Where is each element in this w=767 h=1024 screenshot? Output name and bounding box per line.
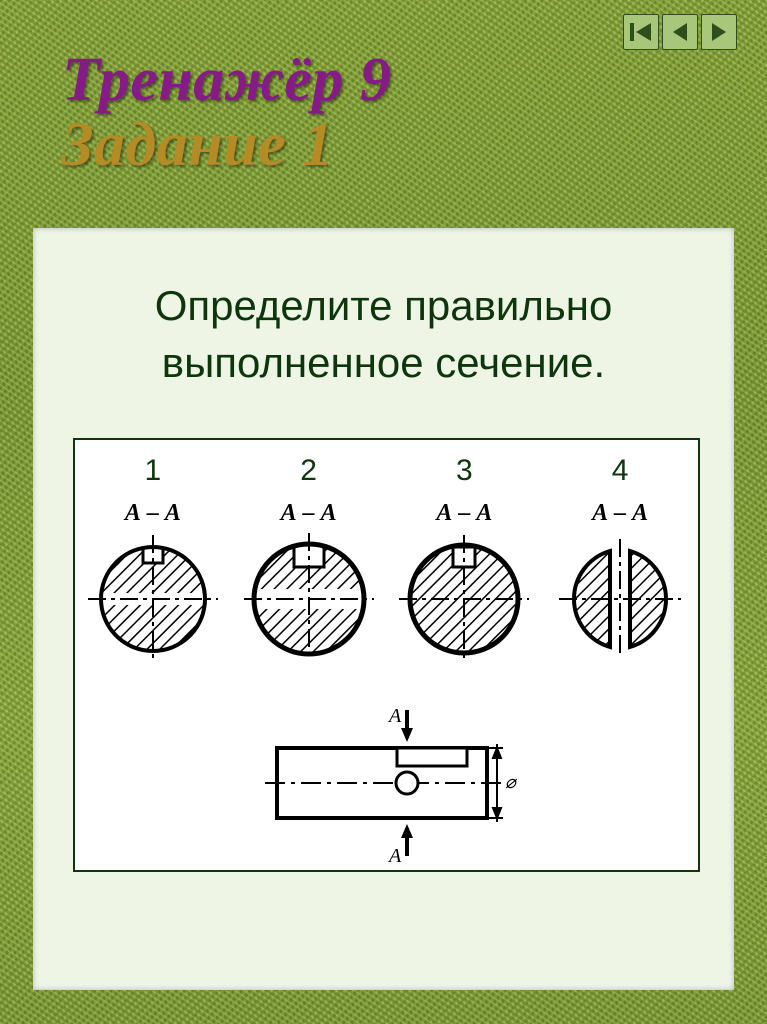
section-label: А – А — [281, 500, 337, 527]
section-views-row: А – А А – А — [75, 500, 698, 659]
option-number: 2 — [231, 454, 387, 488]
skip-back-icon — [629, 22, 653, 42]
section-label: А – А — [436, 500, 492, 527]
instruction-line-1: Определите правильно — [155, 282, 613, 329]
instruction-text: Определите правильно выполненное сечение… — [0, 278, 767, 391]
section-drawing-4 — [555, 529, 685, 659]
option-number: 1 — [75, 454, 231, 488]
nav-first-button[interactable] — [623, 14, 659, 50]
section-option-3[interactable]: А – А — [387, 500, 543, 659]
nav-next-button[interactable] — [701, 14, 737, 50]
nav-buttons — [623, 14, 737, 50]
nav-prev-button[interactable] — [662, 14, 698, 50]
section-option-2[interactable]: А – А — [231, 500, 387, 659]
svg-text:⌀: ⌀ — [505, 772, 517, 792]
chevron-left-icon — [670, 22, 690, 42]
section-drawing-3 — [399, 529, 529, 659]
section-label: А – А — [125, 500, 181, 527]
diagram-box: 1 2 3 4 А – А — [73, 438, 700, 872]
section-option-1[interactable]: А – А — [75, 500, 231, 659]
svg-text:A: A — [387, 845, 402, 867]
instruction-line-2: выполненное сечение. — [162, 339, 605, 386]
slide-title: Тренажёр 9 Задание 1 — [62, 48, 391, 178]
chevron-right-icon — [709, 22, 729, 42]
svg-text:A: A — [387, 705, 402, 727]
section-drawing-2 — [244, 529, 374, 659]
section-option-4[interactable]: А – А — [542, 500, 698, 659]
option-number: 3 — [387, 454, 543, 488]
title-line-2: Задание 1 — [62, 113, 391, 178]
side-view-drawing: A ⌀ A — [257, 702, 517, 877]
section-label: А – А — [592, 500, 648, 527]
option-number: 4 — [542, 454, 698, 488]
title-line-1: Тренажёр 9 — [62, 48, 391, 113]
option-numbers-row: 1 2 3 4 — [75, 454, 698, 488]
section-drawing-1 — [88, 529, 218, 659]
